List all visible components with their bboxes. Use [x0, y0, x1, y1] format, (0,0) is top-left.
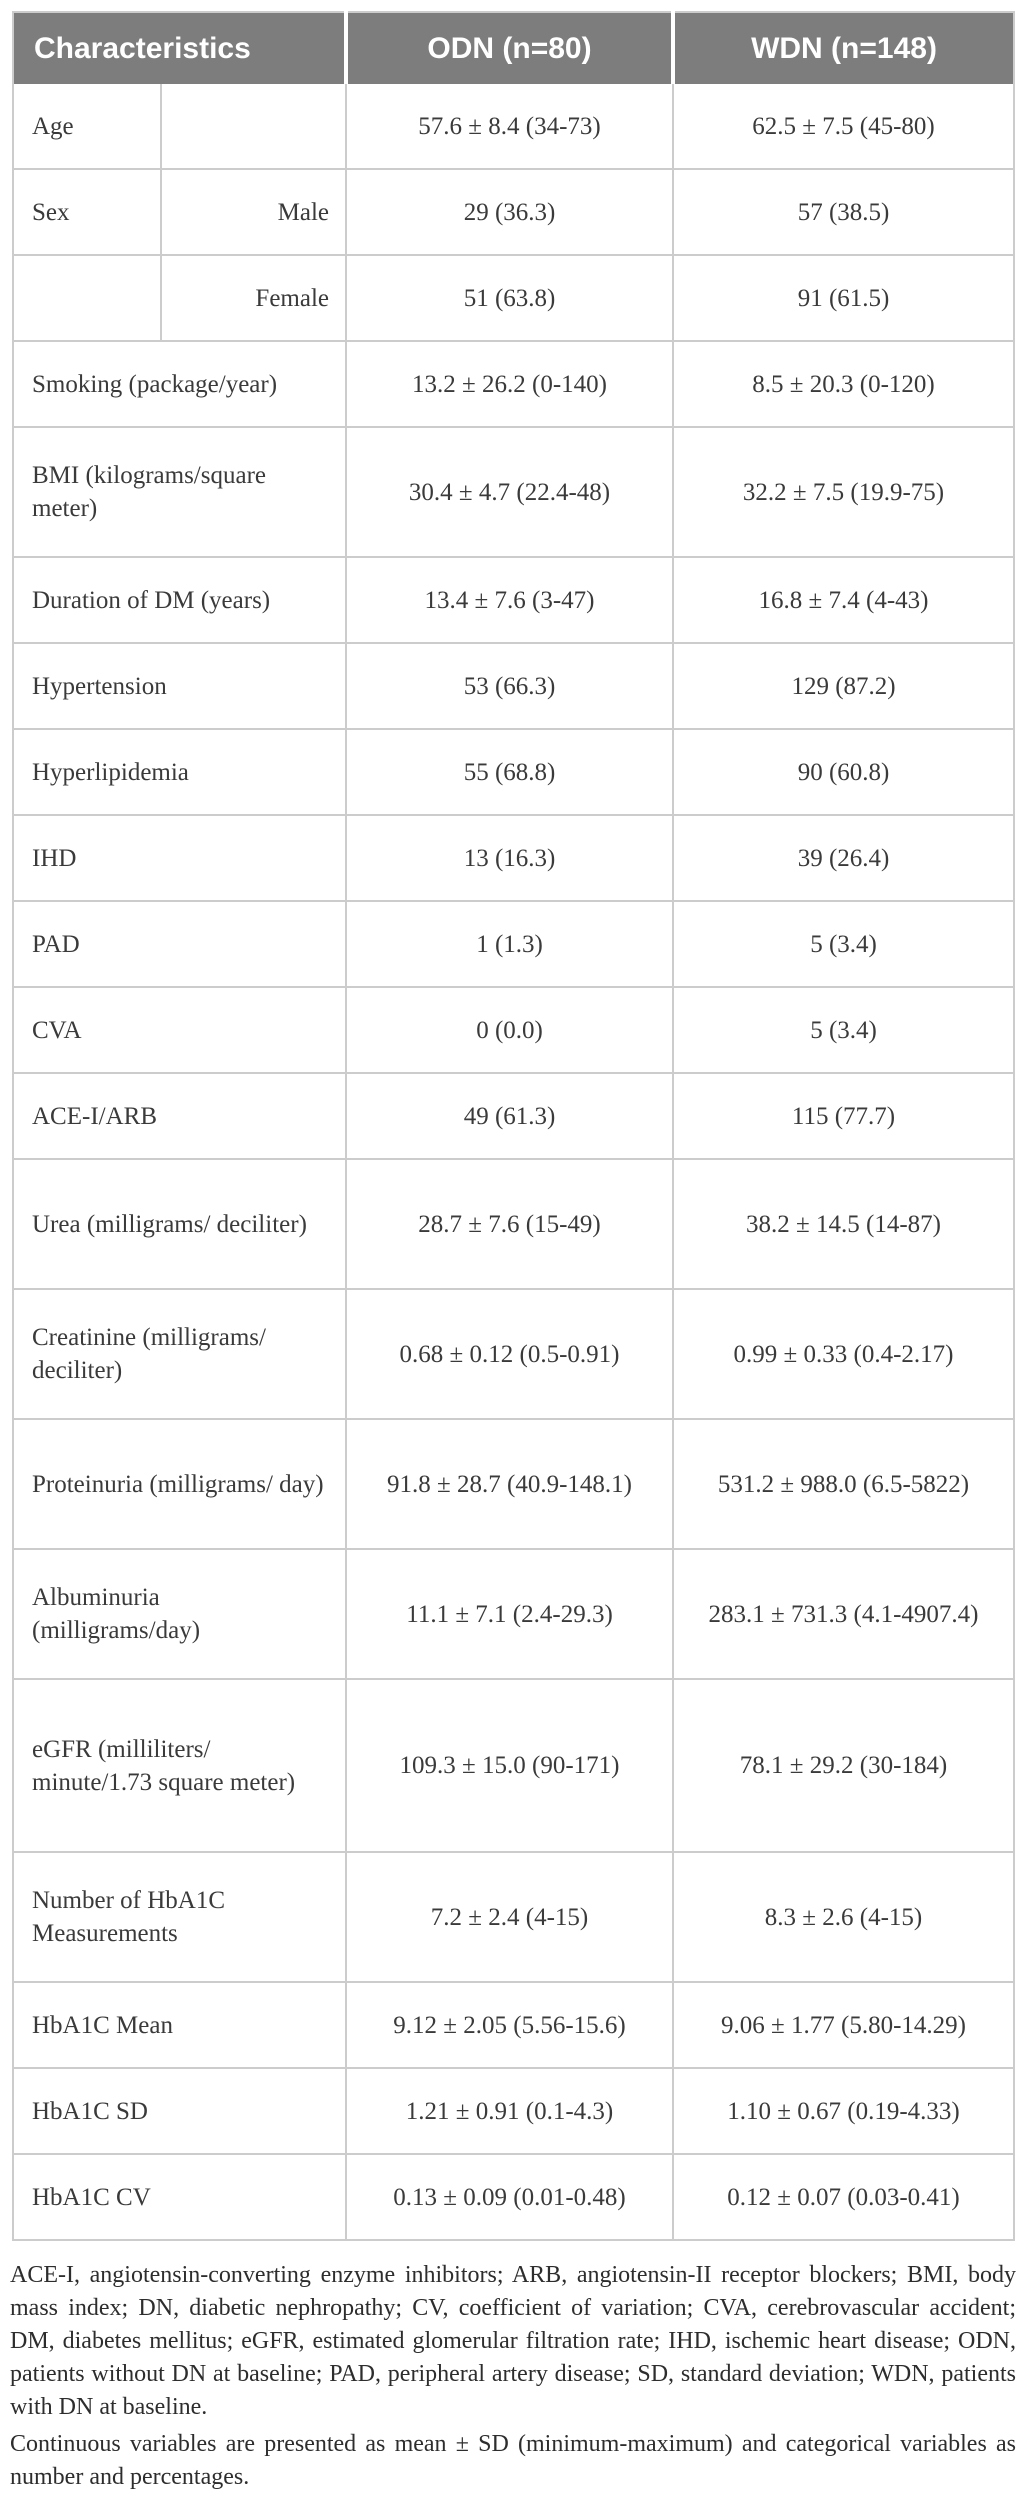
- table-row-duration-dm: Duration of DM (years) 13.4 ± 7.6 (3-47)…: [11, 556, 1016, 644]
- row-label: [12, 254, 162, 342]
- wdn-value: 9.06 ± 1.77 (5.80-14.29): [672, 1981, 1016, 2069]
- wdn-value: 78.1 ± 29.2 (30-184): [672, 1678, 1016, 1853]
- table-row-age: Age 57.6 ± 8.4 (34-73) 62.5 ± 7.5 (45-80…: [12, 84, 1016, 170]
- odn-value: 9.12 ± 2.05 (5.56-15.6): [345, 1981, 675, 2069]
- table-row-pad: PAD 1 (1.3) 5 (3.4): [11, 900, 1016, 988]
- odn-value: 29 (36.3): [345, 168, 675, 256]
- wdn-value: 62.5 ± 7.5 (45-80): [672, 84, 1016, 170]
- row-label: eGFR (milliliters/ minute/1.73 square me…: [11, 1678, 348, 1853]
- table-row-hyperlipidemia: Hyperlipidemia 55 (68.8) 90 (60.8): [11, 728, 1016, 816]
- row-label: Sex: [12, 168, 162, 256]
- wdn-value: 57 (38.5): [672, 168, 1016, 256]
- abbreviations-footnote: ACE-I, angiotensin-converting enzyme inh…: [10, 2262, 1016, 2420]
- table-row-creatinine: Creatinine (milligrams/ deciliter) 0.68 …: [11, 1288, 1016, 1420]
- wdn-value: 1.10 ± 0.67 (0.19-4.33): [672, 2067, 1016, 2155]
- table-row-hba1c-mean: HbA1C Mean 9.12 ± 2.05 (5.56-15.6) 9.06 …: [11, 1981, 1016, 2069]
- odn-value: 13 (16.3): [345, 814, 675, 902]
- column-header-wdn: WDN (n=148): [671, 12, 1015, 84]
- wdn-value: 115 (77.7): [672, 1072, 1016, 1160]
- row-sublabel: Female: [159, 254, 348, 342]
- odn-value: 1 (1.3): [345, 900, 675, 988]
- row-label: Albuminuria (milligrams/day): [11, 1548, 348, 1680]
- row-sublabel: Male: [159, 168, 348, 256]
- row-label: HbA1C Mean: [11, 1981, 348, 2069]
- table-row-urea: Urea (milligrams/ deciliter) 28.7 ± 7.6 …: [11, 1158, 1016, 1290]
- odn-value: 0 (0.0): [345, 986, 675, 1074]
- wdn-value: 0.99 ± 0.33 (0.4-2.17): [672, 1288, 1016, 1420]
- odn-value: 57.6 ± 8.4 (34-73): [345, 84, 675, 170]
- row-label: Number of HbA1C Measurements: [11, 1851, 348, 1983]
- odn-value: 30.4 ± 4.7 (22.4-48): [345, 426, 675, 558]
- row-label: Duration of DM (years): [11, 556, 348, 644]
- wdn-value: 5 (3.4): [672, 900, 1016, 988]
- odn-value: 91.8 ± 28.7 (40.9-148.1): [345, 1418, 675, 1550]
- row-label: Hyperlipidemia: [11, 728, 348, 816]
- characteristics-table: Characteristics ODN (n=80) WDN (n=148) A…: [11, 11, 1016, 2241]
- column-header-odn: ODN (n=80): [344, 12, 674, 84]
- wdn-value: 0.12 ± 0.07 (0.03-0.41): [672, 2153, 1016, 2241]
- odn-value: 0.13 ± 0.09 (0.01-0.48): [345, 2153, 675, 2241]
- wdn-value: 91 (61.5): [672, 254, 1016, 342]
- wdn-value: 16.8 ± 7.4 (4-43): [672, 556, 1016, 644]
- row-label: Smoking (package/year): [11, 340, 348, 428]
- table-row-egfr: eGFR (milliliters/ minute/1.73 square me…: [11, 1678, 1016, 1853]
- wdn-value: 283.1 ± 731.3 (4.1-4907.4): [672, 1548, 1016, 1680]
- odn-value: 0.68 ± 0.12 (0.5-0.91): [345, 1288, 675, 1420]
- odn-value: 7.2 ± 2.4 (4-15): [345, 1851, 675, 1983]
- characteristics-table-container: Characteristics ODN (n=80) WDN (n=148) A…: [11, 11, 1016, 2241]
- wdn-value: 32.2 ± 7.5 (19.9-75): [672, 426, 1016, 558]
- table-row-sex-male: Sex Male 29 (36.3) 57 (38.5): [12, 168, 1016, 256]
- table-row-sex-female: Female 51 (63.8) 91 (61.5): [12, 254, 1016, 342]
- odn-value: 109.3 ± 15.0 (90-171): [345, 1678, 675, 1853]
- row-label: BMI (kilograms/square meter): [11, 426, 348, 558]
- odn-value: 53 (66.3): [345, 642, 675, 730]
- wdn-value: 90 (60.8): [672, 728, 1016, 816]
- row-label: Urea (milligrams/ deciliter): [11, 1158, 348, 1290]
- row-label: Proteinuria (milligrams/ day): [11, 1418, 348, 1550]
- row-label: IHD: [11, 814, 348, 902]
- odn-value: 11.1 ± 7.1 (2.4-29.3): [345, 1548, 675, 1680]
- table-row-hba1c-measurements: Number of HbA1C Measurements 7.2 ± 2.4 (…: [11, 1851, 1016, 1983]
- wdn-value: 5 (3.4): [672, 986, 1016, 1074]
- table-row-hypertension: Hypertension 53 (66.3) 129 (87.2): [11, 642, 1016, 730]
- table-row-cva: CVA 0 (0.0) 5 (3.4): [11, 986, 1016, 1074]
- row-label: ACE-I/ARB: [11, 1072, 348, 1160]
- table-row-proteinuria: Proteinuria (milligrams/ day) 91.8 ± 28.…: [11, 1418, 1016, 1550]
- odn-value: 13.2 ± 26.2 (0-140): [345, 340, 675, 428]
- row-label: Age: [12, 84, 162, 170]
- wdn-value: 531.2 ± 988.0 (6.5-5822): [672, 1418, 1016, 1550]
- row-sublabel: [159, 84, 348, 170]
- row-label: Hypertension: [11, 642, 348, 730]
- row-label: HbA1C CV: [11, 2153, 348, 2241]
- row-label: CVA: [11, 986, 348, 1074]
- odn-value: 28.7 ± 7.6 (15-49): [345, 1158, 675, 1290]
- row-label: Creatinine (milligrams/ deciliter): [11, 1288, 348, 1420]
- odn-value: 13.4 ± 7.6 (3-47): [345, 556, 675, 644]
- table-footnotes: ACE-I, angiotensin-converting enzyme inh…: [10, 2259, 1016, 2494]
- table-row-bmi: BMI (kilograms/square meter) 30.4 ± 4.7 …: [11, 426, 1016, 558]
- odn-value: 55 (68.8): [345, 728, 675, 816]
- table-row-albuminuria: Albuminuria (milligrams/day) 11.1 ± 7.1 …: [11, 1548, 1016, 1680]
- odn-value: 49 (61.3): [345, 1072, 675, 1160]
- wdn-value: 38.2 ± 14.5 (14-87): [672, 1158, 1016, 1290]
- column-header-characteristics: Characteristics: [13, 12, 347, 84]
- wdn-value: 8.5 ± 20.3 (0-120): [672, 340, 1016, 428]
- row-label: HbA1C SD: [11, 2067, 348, 2155]
- table-row-acei-arb: ACE-I/ARB 49 (61.3) 115 (77.7): [11, 1072, 1016, 1160]
- table-row-hba1c-sd: HbA1C SD 1.21 ± 0.91 (0.1-4.3) 1.10 ± 0.…: [11, 2067, 1016, 2155]
- presentation-note: Continuous variables are presented as me…: [10, 2431, 1016, 2490]
- table-row-smoking: Smoking (package/year) 13.2 ± 26.2 (0-14…: [11, 340, 1016, 428]
- table-row-hba1c-cv: HbA1C CV 0.13 ± 0.09 (0.01-0.48) 0.12 ± …: [11, 2153, 1016, 2241]
- wdn-value: 39 (26.4): [672, 814, 1016, 902]
- table-row-ihd: IHD 13 (16.3) 39 (26.4): [11, 814, 1016, 902]
- wdn-value: 129 (87.2): [672, 642, 1016, 730]
- odn-value: 1.21 ± 0.91 (0.1-4.3): [345, 2067, 675, 2155]
- table-header-row: Characteristics ODN (n=80) WDN (n=148): [13, 12, 1015, 84]
- wdn-value: 8.3 ± 2.6 (4-15): [672, 1851, 1016, 1983]
- odn-value: 51 (63.8): [345, 254, 675, 342]
- row-label: PAD: [11, 900, 348, 988]
